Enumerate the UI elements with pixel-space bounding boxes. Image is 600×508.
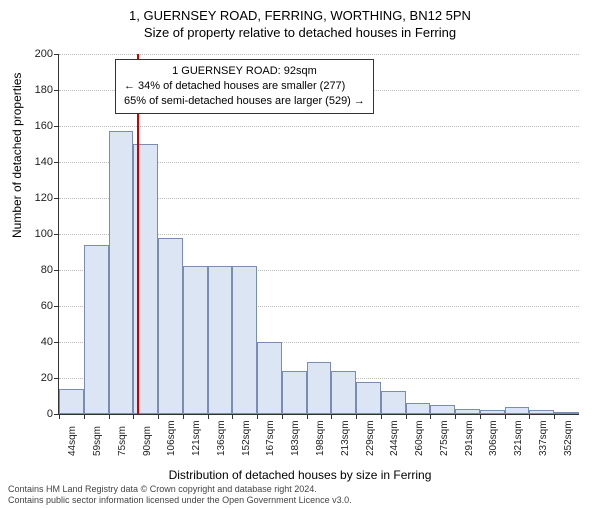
y-tick: [54, 234, 59, 235]
x-tick: [529, 414, 530, 419]
x-tick-label: 152sqm: [241, 420, 252, 456]
x-tick: [430, 414, 431, 419]
x-tick-label: 275sqm: [439, 420, 450, 456]
x-tick-label: 352sqm: [563, 420, 574, 456]
y-tick-label: 60: [29, 300, 53, 312]
x-tick-label: 44sqm: [67, 426, 78, 456]
annotation-line: 65% of semi-detached houses are larger (…: [124, 94, 365, 109]
y-tick-label: 160: [29, 120, 53, 132]
histogram-bar: [109, 131, 134, 414]
x-tick-label: 321sqm: [513, 420, 524, 456]
x-tick-label: 198sqm: [315, 420, 326, 456]
footer-attribution: Contains HM Land Registry data © Crown c…: [8, 484, 352, 506]
x-tick: [381, 414, 382, 419]
x-tick: [158, 414, 159, 419]
histogram-bar: [554, 412, 579, 414]
histogram-bar: [208, 266, 233, 414]
y-tick: [54, 198, 59, 199]
x-axis-title: Distribution of detached houses by size …: [0, 468, 600, 482]
x-tick: [133, 414, 134, 419]
x-tick-label: 229sqm: [365, 420, 376, 456]
footer-line-2: Contains public sector information licen…: [8, 495, 352, 506]
y-tick-label: 80: [29, 264, 53, 276]
x-tick-label: 121sqm: [191, 420, 202, 456]
x-tick-label: 75sqm: [117, 426, 128, 456]
y-tick: [54, 306, 59, 307]
y-tick-label: 200: [29, 48, 53, 60]
annotation-box: 1 GUERNSEY ROAD: 92sqm← 34% of detached …: [115, 59, 374, 114]
chart-title-sub: Size of property relative to detached ho…: [0, 25, 600, 40]
x-tick-label: 213sqm: [340, 420, 351, 456]
histogram-bar: [455, 409, 480, 414]
histogram-bar: [356, 382, 381, 414]
histogram-bar: [307, 362, 332, 414]
y-tick-label: 20: [29, 372, 53, 384]
y-axis-title: Number of detached properties: [10, 73, 24, 238]
y-tick-label: 100: [29, 228, 53, 240]
x-tick-label: 167sqm: [265, 420, 276, 456]
x-tick: [480, 414, 481, 419]
x-tick-label: 244sqm: [389, 420, 400, 456]
x-tick: [208, 414, 209, 419]
x-tick: [505, 414, 506, 419]
y-tick-label: 0: [29, 408, 53, 420]
y-tick: [54, 54, 59, 55]
footer-line-1: Contains HM Land Registry data © Crown c…: [8, 484, 352, 495]
x-tick: [183, 414, 184, 419]
histogram-bar: [257, 342, 282, 414]
x-tick: [331, 414, 332, 419]
y-tick: [54, 162, 59, 163]
histogram-bar: [183, 266, 208, 414]
histogram-bar: [59, 389, 84, 414]
x-tick-label: 260sqm: [414, 420, 425, 456]
annotation-line: ← 34% of detached houses are smaller (27…: [124, 79, 365, 94]
x-tick-label: 106sqm: [166, 420, 177, 456]
histogram-bar: [282, 371, 307, 414]
histogram-bar: [406, 403, 431, 414]
x-tick: [455, 414, 456, 419]
y-tick-label: 140: [29, 156, 53, 168]
histogram-bar: [529, 410, 554, 414]
x-tick: [109, 414, 110, 419]
y-tick-label: 180: [29, 84, 53, 96]
x-tick-label: 306sqm: [488, 420, 499, 456]
x-tick: [232, 414, 233, 419]
chart-title-main: 1, GUERNSEY ROAD, FERRING, WORTHING, BN1…: [0, 8, 600, 23]
histogram-bar: [505, 407, 530, 414]
y-tick-label: 120: [29, 192, 53, 204]
x-tick: [282, 414, 283, 419]
histogram-bar: [232, 266, 257, 414]
x-tick: [406, 414, 407, 419]
histogram-bar: [158, 238, 183, 414]
y-tick: [54, 126, 59, 127]
chart-container: 1, GUERNSEY ROAD, FERRING, WORTHING, BN1…: [0, 8, 600, 508]
x-tick-label: 291sqm: [464, 420, 475, 456]
x-tick: [554, 414, 555, 419]
histogram-bar: [381, 391, 406, 414]
x-tick: [59, 414, 60, 419]
x-tick: [84, 414, 85, 419]
x-tick-label: 90sqm: [142, 426, 153, 456]
y-tick: [54, 270, 59, 271]
y-tick: [54, 90, 59, 91]
y-tick: [54, 342, 59, 343]
histogram-bar: [430, 405, 455, 414]
histogram-bar: [480, 410, 505, 414]
histogram-bar: [84, 245, 109, 414]
x-tick-label: 337sqm: [538, 420, 549, 456]
x-tick: [257, 414, 258, 419]
histogram-bar: [331, 371, 356, 414]
x-tick-label: 136sqm: [216, 420, 227, 456]
x-tick: [307, 414, 308, 419]
x-tick: [356, 414, 357, 419]
x-tick-label: 59sqm: [92, 426, 103, 456]
y-tick: [54, 378, 59, 379]
y-tick-label: 40: [29, 336, 53, 348]
x-tick-label: 183sqm: [290, 420, 301, 456]
annotation-line: 1 GUERNSEY ROAD: 92sqm: [124, 64, 365, 79]
